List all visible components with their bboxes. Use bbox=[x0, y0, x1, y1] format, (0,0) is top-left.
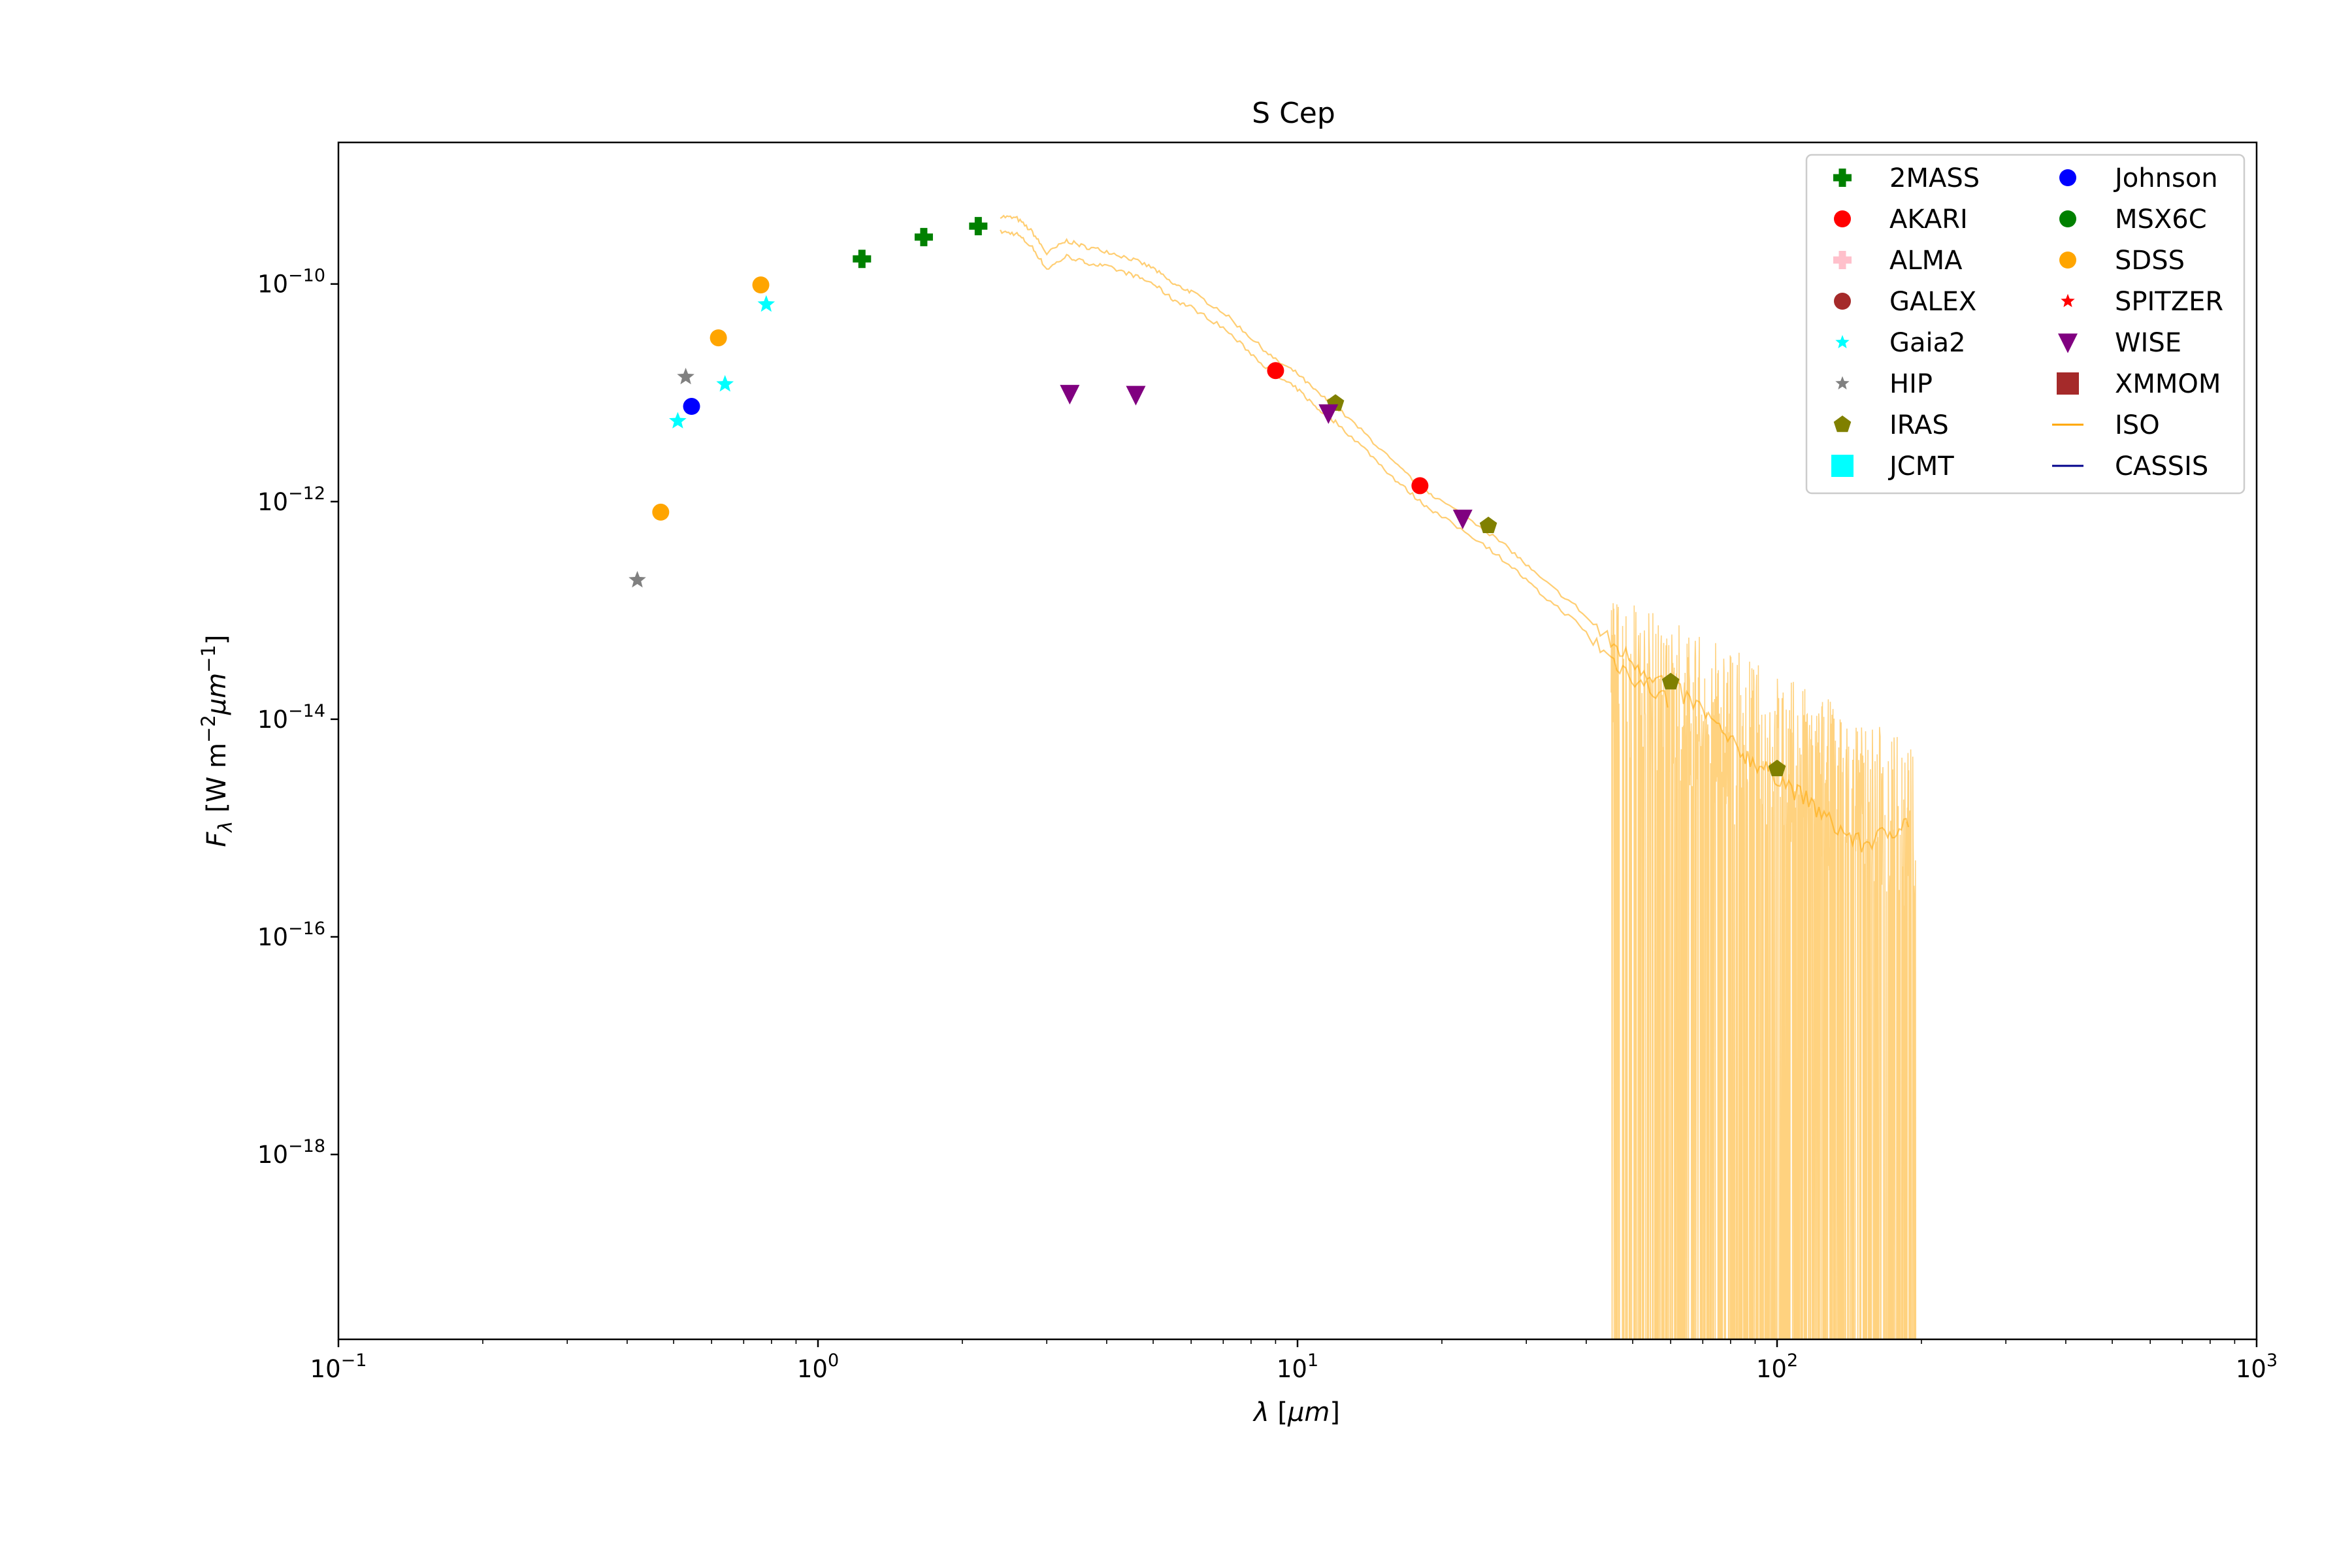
point-2mass bbox=[853, 250, 872, 269]
legend-marker-akari bbox=[1834, 210, 1851, 227]
plot-area bbox=[629, 214, 1917, 1339]
legend: 2MASS AKARI ALMA GALEX Gaia2 HIP IRAS JCMT Johns… bbox=[1805, 154, 2246, 495]
legend-entry-sdss: SDSS bbox=[2059, 246, 2185, 276]
legend-marker-galex bbox=[1834, 293, 1851, 310]
legend-label: SPITZER bbox=[2115, 287, 2223, 317]
legend-entry-alma: ALMA bbox=[1833, 246, 1963, 276]
point-hip bbox=[629, 570, 646, 588]
y-tick-label: 10−16 bbox=[257, 919, 325, 951]
iso-spectrum-layer bbox=[1000, 214, 1917, 1339]
point-gaia2 bbox=[716, 375, 734, 392]
legend-entry-iras: IRAS bbox=[1833, 410, 1949, 440]
legend-label: ISO bbox=[2115, 410, 2160, 440]
data-points-layer bbox=[629, 217, 1786, 777]
legend-label: CASSIS bbox=[2115, 451, 2208, 482]
legend-label: MSX6C bbox=[2115, 204, 2207, 235]
series-johnson bbox=[683, 398, 700, 416]
point-gaia2 bbox=[757, 295, 776, 312]
legend-box bbox=[1805, 154, 2246, 495]
legend-label: JCMT bbox=[1887, 451, 1954, 482]
legend-label: WISE bbox=[2115, 328, 2181, 358]
y-axis-ticks: 10−10 10−12 10−14 10−16 10−18 bbox=[257, 266, 338, 1169]
legend-label: 2MASS bbox=[1889, 163, 1980, 193]
x-tick-label: 100 bbox=[797, 1350, 839, 1383]
point-akari bbox=[1267, 362, 1284, 380]
point-akari bbox=[1411, 477, 1429, 495]
point-gaia2 bbox=[669, 412, 687, 429]
y-tick-label: 10−18 bbox=[257, 1136, 325, 1169]
legend-entry-spitzer: SPITZER bbox=[2061, 287, 2223, 317]
legend-marker-jcmt bbox=[1831, 455, 1854, 477]
y-axis-label: Fλ [W m−2μm−1] bbox=[197, 634, 237, 847]
legend-entry-akari: AKARI bbox=[1834, 204, 1968, 235]
series-2mass bbox=[853, 217, 988, 269]
y-tick-label: 10−10 bbox=[257, 266, 325, 299]
legend-entry-xmmom: XMMOM bbox=[2057, 369, 2221, 399]
point-2mass bbox=[914, 227, 933, 246]
point-2mass bbox=[969, 217, 988, 236]
point-wise bbox=[1318, 404, 1339, 424]
legend-marker-msx6c bbox=[2059, 210, 2076, 227]
legend-marker-wise bbox=[2058, 333, 2078, 353]
legend-entry-jcmt: JCMT bbox=[1831, 451, 1954, 482]
legend-label: SDSS bbox=[2115, 246, 2185, 276]
chart-title: S Cep bbox=[1252, 97, 1335, 130]
legend-label: ALMA bbox=[1889, 246, 1963, 276]
series-wise bbox=[1060, 385, 1473, 530]
point-wise bbox=[1452, 510, 1473, 530]
x-tick-label: 102 bbox=[1756, 1350, 1798, 1383]
legend-label: GALEX bbox=[1889, 287, 1976, 317]
legend-entry-gaia2: Gaia2 bbox=[1835, 328, 1966, 358]
series-sdss bbox=[652, 276, 770, 521]
point-sdss bbox=[752, 276, 770, 294]
iso-spectrum-lower bbox=[1000, 229, 1669, 708]
legend-label: XMMOM bbox=[2115, 369, 2221, 399]
x-tick-label: 101 bbox=[1277, 1350, 1318, 1383]
legend-label: Johnson bbox=[2113, 163, 2218, 193]
series-akari bbox=[1267, 362, 1429, 495]
y-tick-label: 10−14 bbox=[257, 701, 325, 734]
x-tick-label: 103 bbox=[2236, 1350, 2278, 1383]
legend-entry-iso: ISO bbox=[2052, 410, 2160, 440]
point-sdss bbox=[652, 503, 670, 521]
point-wise bbox=[1126, 385, 1146, 406]
point-sdss bbox=[710, 329, 727, 347]
point-iras bbox=[1661, 672, 1680, 690]
series-gaia2 bbox=[669, 295, 776, 429]
legend-label: HIP bbox=[1889, 369, 1933, 399]
legend-entry-2mass: 2MASS bbox=[1833, 163, 1980, 193]
x-tick-label: 10−1 bbox=[310, 1350, 367, 1383]
legend-label: Gaia2 bbox=[1889, 328, 1966, 358]
legend-entry-hip: HIP bbox=[1835, 369, 1933, 399]
legend-entry-msx6c: MSX6C bbox=[2059, 204, 2207, 235]
point-johnson bbox=[683, 398, 700, 416]
point-iras bbox=[1768, 759, 1786, 777]
legend-label: IRAS bbox=[1889, 410, 1949, 440]
iso-spectrum-noisy bbox=[1610, 603, 1917, 1339]
legend-label: AKARI bbox=[1889, 204, 1968, 235]
legend-marker-sdss bbox=[2059, 252, 2076, 269]
legend-marker-xmmom bbox=[2057, 372, 2079, 395]
legend-marker-gaia2 bbox=[1835, 335, 1850, 349]
legend-entry-wise: WISE bbox=[2058, 328, 2181, 358]
point-wise bbox=[1060, 385, 1080, 405]
legend-marker-hip bbox=[1835, 376, 1850, 390]
legend-marker-johnson bbox=[2059, 169, 2076, 186]
point-hip bbox=[677, 367, 694, 385]
legend-marker-2mass bbox=[1833, 169, 1852, 187]
y-tick-label: 10−12 bbox=[257, 483, 325, 516]
legend-marker-spitzer bbox=[2061, 293, 2075, 308]
series-hip bbox=[629, 367, 694, 588]
legend-entry-galex: GALEX bbox=[1834, 287, 1976, 317]
legend-marker-alma bbox=[1833, 251, 1852, 269]
point-iras bbox=[1479, 516, 1497, 533]
x-axis-label: λ [μm] bbox=[1252, 1397, 1340, 1428]
legend-marker-iras bbox=[1833, 416, 1852, 433]
legend-entry-cassis: CASSIS bbox=[2052, 451, 2208, 482]
x-axis-ticks: 10−1 100 101 102 103 bbox=[310, 1339, 2278, 1383]
legend-entry-johnson: Johnson bbox=[2059, 163, 2218, 193]
